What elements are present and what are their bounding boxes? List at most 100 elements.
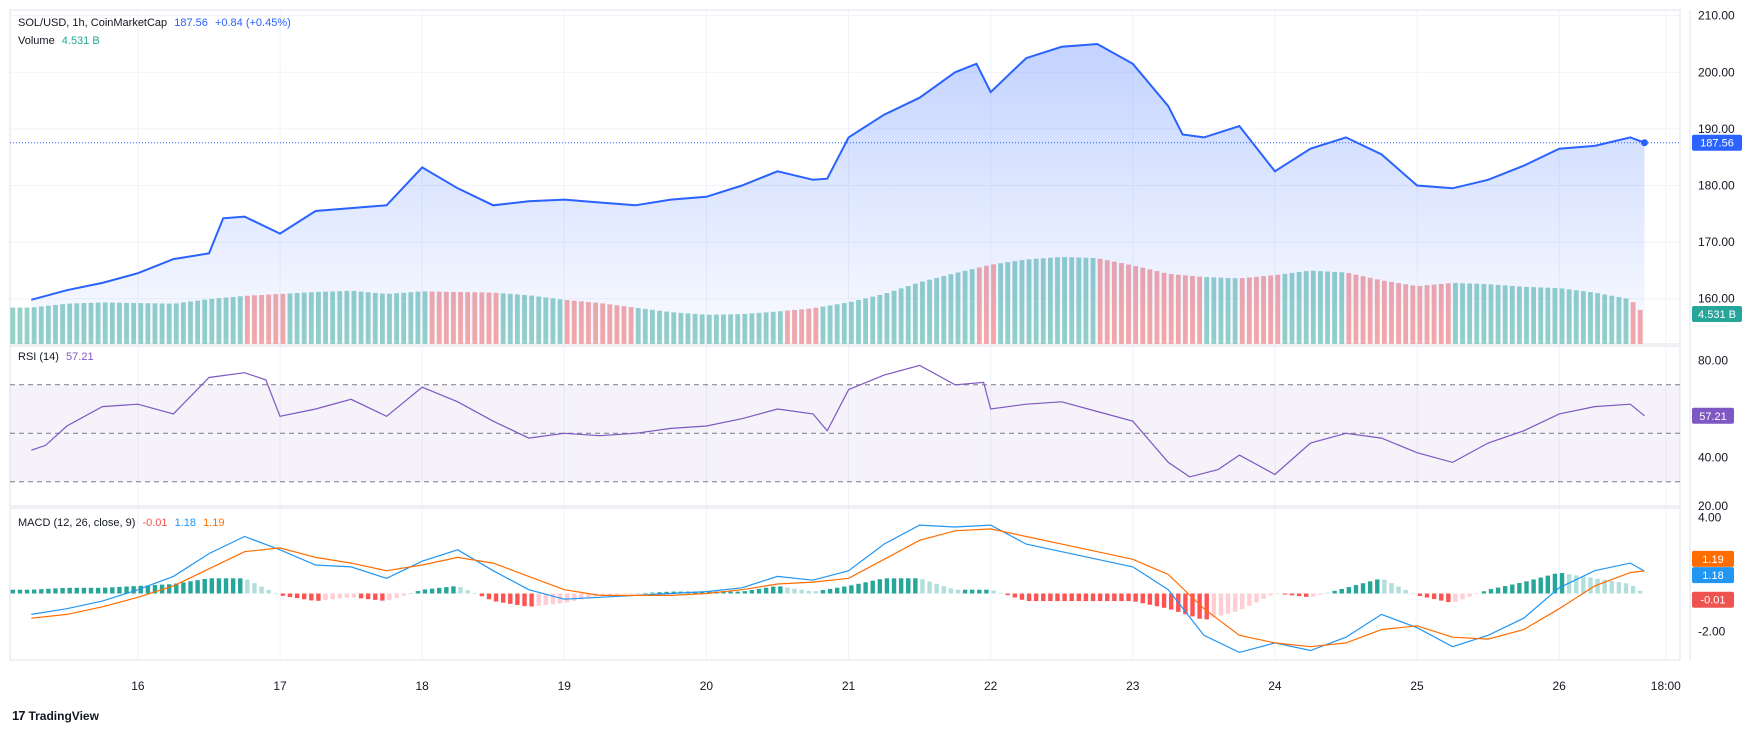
macd-hist-bar [1304,593,1309,597]
macd-hist-bar [1254,593,1259,603]
macd-hist-bar [550,593,556,605]
macd-hist-bar [1019,593,1025,600]
macd-label: MACD (12, 26, close, 9) [18,517,136,529]
tradingview-logo[interactable]: 17 TradingView [12,708,99,723]
macd-hist-bar [1048,593,1053,602]
macd-hist-bar [408,593,413,594]
price-area-fill [31,44,1645,344]
macd-signal-value: 1.19 [203,517,225,529]
macd-hist-bar [849,585,854,594]
macd-hist-bar [1126,593,1131,602]
macd-hist-bar [657,592,662,594]
macd-hist-bar [1439,593,1444,601]
rsi-value: 57.21 [66,351,94,363]
macd-hist-bar [103,587,108,594]
macd-hist-bar [31,589,37,594]
macd-hist-bar [174,583,179,594]
macd-hist-bar [1218,593,1224,616]
macd-hist-bar [1481,591,1487,594]
macd-hist-bar [415,591,421,594]
macd-hist-bar [1225,593,1231,614]
macd-hist-bar [1261,593,1266,599]
macd-hist-bar [216,578,222,594]
price-tick-label: 180.00 [1698,178,1735,192]
macd-hist-bar [1090,593,1096,602]
macd-hist-bar [522,593,527,607]
rsi-tag-label: 57.21 [1699,411,1727,423]
macd-hist-bar [437,587,442,594]
macd-hist-bar [1247,593,1252,606]
x-tick-label: 20 [700,679,714,693]
macd-hist-bar [1311,593,1316,597]
macd-hist-bar [1552,573,1558,594]
x-tick-label: 25 [1410,679,1424,693]
macd-hist-bar [998,592,1003,594]
macd-hist-bar [60,588,65,594]
macd-hist-bar [1581,576,1586,594]
change-label: +0.84 (+0.45%) [214,17,291,29]
macd-hist-bar [927,581,932,594]
macd-hist-bar [358,593,364,599]
macd-hist-bar [1105,593,1110,602]
x-tick-label: 22 [984,679,998,693]
macd-hist-bar [827,588,833,594]
macd-hist-bar [1204,593,1209,620]
macd-hist-bar [1332,590,1337,594]
macd-hist-bar [863,582,868,594]
volume-bar [24,307,30,344]
macd-hist-bar [607,593,612,595]
symbol-label: SOL/USD, 1h, CoinMarketCap [18,17,168,29]
macd-hist-bar [721,591,726,594]
macd-hist-bar [1488,589,1494,594]
macd-hist-bar [1041,593,1046,602]
macd-hist-bar [223,578,229,594]
macd-hist-bar [1417,593,1423,597]
macd-hist-bar [337,593,342,599]
macd-hist-bar [309,593,314,601]
macd-hist-bar [344,593,350,598]
macd-hist-bar [1346,587,1352,594]
macd-hist-bar [834,587,840,594]
volume-bar [17,307,23,344]
macd-hist-bar [1460,593,1465,600]
macd-hist-bar [870,580,875,594]
macd-hist-bar [1275,593,1280,595]
macd-hist-bar [1396,586,1401,594]
macd-hist-bar [1161,593,1167,608]
macd-hist-bar [1097,593,1103,602]
macd-hist-bar [1524,581,1529,594]
macd-hist-bar [131,586,136,594]
macd-hist-bar [472,593,477,594]
macd-hist-bar [515,593,520,605]
main-legend: SOL/USD, 1h, CoinMarketCap 187.56 +0.84 … [18,16,295,30]
macd-hist-bar [46,588,51,594]
macd-hist-bar [195,580,200,594]
macd-hist-bar [898,578,904,594]
macd-hist-bar [1190,593,1195,617]
macd-hist-bar [1112,593,1117,602]
macd-hist-bar [1154,593,1160,607]
macd-hist-bar [202,578,207,594]
macd-hist-bar [1424,593,1430,598]
rsi-legend: RSI (14) 57.21 [18,350,98,364]
rsi-tag [1692,407,1734,424]
macd-hist-bar [763,587,769,594]
macd-hist-bar [1268,593,1273,596]
macd-hist-bar [643,592,648,594]
volume-tag-label: 4.531 B [1698,309,1736,321]
macd-hist-bar [977,589,982,594]
macd-hist-bar [451,586,456,594]
macd-hist-bar [1197,593,1202,619]
macd-hist-bar [1566,574,1572,594]
macd-hist-bar [323,593,328,601]
macd-hist-bar [238,578,243,594]
macd-hist-bar [842,586,847,594]
macd-hist-bar [991,590,996,594]
macd-hist-bar [699,591,705,594]
macd-hist-bar [586,593,591,598]
macd-hist-bar [394,593,399,598]
price-line [31,42,1645,301]
macd-pane [10,524,1645,654]
macd-hist-bar [316,593,321,601]
